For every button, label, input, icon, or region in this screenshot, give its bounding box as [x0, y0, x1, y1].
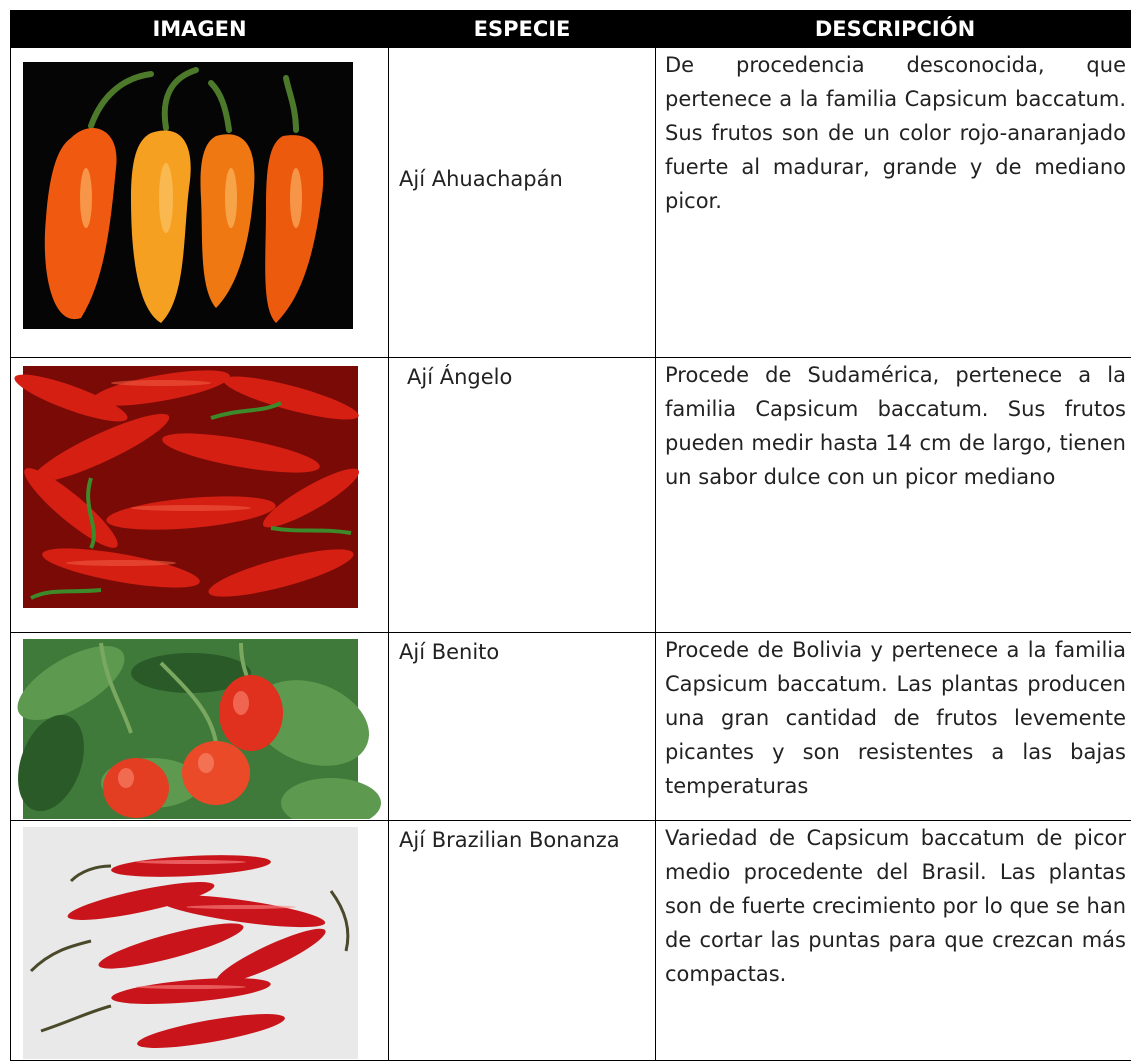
- description-cell: Procede de Sudamérica, pertenece a la fa…: [656, 358, 1131, 633]
- header-cell: ESPECIE: [389, 11, 656, 48]
- image-cell: [11, 821, 389, 1061]
- image-cell: [11, 358, 389, 633]
- image-cell: [11, 48, 389, 358]
- species-cell: Ají Benito: [389, 633, 656, 821]
- species-cell: Ají Brazilian Bonanza: [389, 821, 656, 1061]
- species-cell: Ají Ahuachapán: [389, 48, 656, 358]
- pepper-image: [11, 48, 389, 356]
- description-cell: De procedencia desconocida, que pertenec…: [656, 48, 1131, 358]
- pepper-image: [11, 821, 389, 1059]
- pepper-image: [11, 358, 389, 631]
- header-cell: IMAGEN: [11, 11, 389, 48]
- row: Ají Ahuachapán De procedencia desconocid…: [11, 48, 1131, 358]
- description-cell: Procede de Bolivia y pertenece a la fami…: [656, 633, 1131, 821]
- image-cell: [11, 633, 389, 821]
- header-row: IMAGEN ESPECIE DESCRIPCIÓN: [11, 11, 1131, 48]
- header-cell: DESCRIPCIÓN: [656, 11, 1131, 48]
- species-table: IMAGEN ESPECIE DESCRIPCIÓN Ají Ahuachapá…: [10, 10, 1131, 1061]
- pepper-image: [11, 633, 389, 819]
- species-cell: Ají Ángelo: [389, 358, 656, 633]
- row: Ají Ángelo Procede de Sudamérica, perten…: [11, 358, 1131, 633]
- description-cell: Variedad de Capsicum baccatum de picor m…: [656, 821, 1131, 1061]
- row: Ají Brazilian Bonanza Variedad de Capsic…: [11, 821, 1131, 1061]
- row: Ají Benito Procede de Bolivia y pertenec…: [11, 633, 1131, 821]
